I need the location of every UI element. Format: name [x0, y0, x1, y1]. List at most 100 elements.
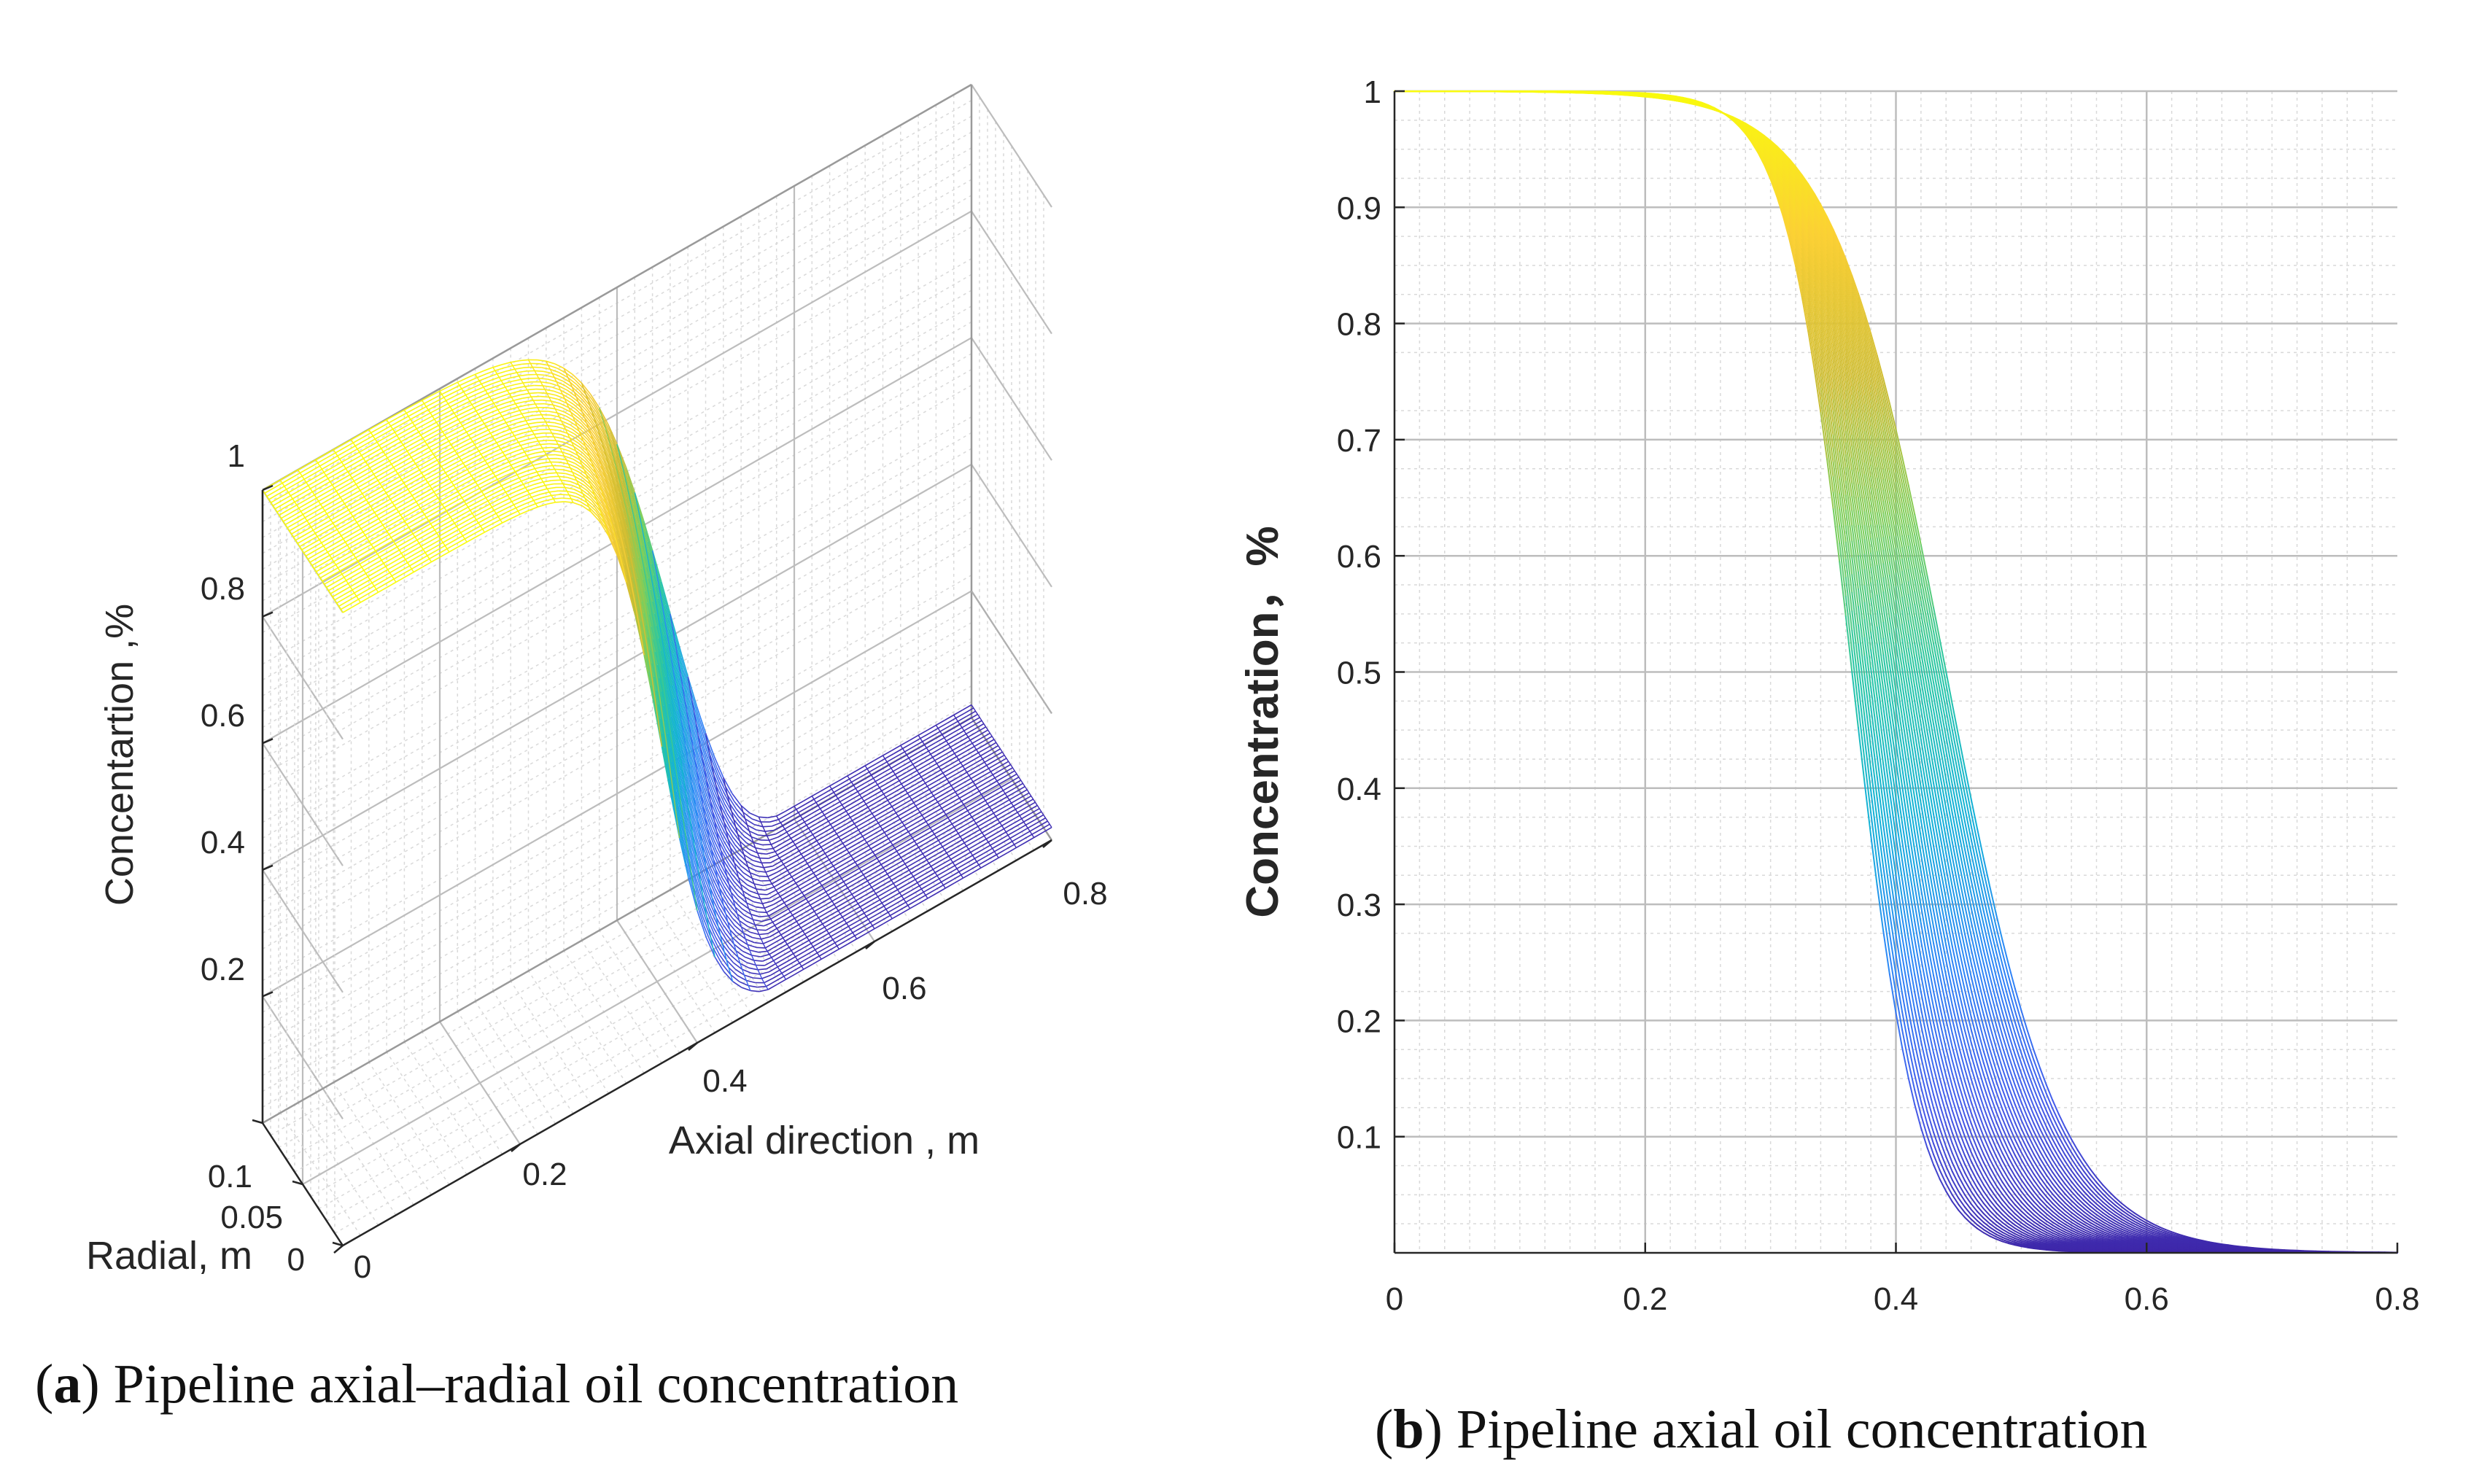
chart-a-surface-axial-line [385, 561, 395, 567]
chart-a-surface-axial-line [523, 430, 532, 434]
chart-a-surface-axial-line [294, 496, 304, 502]
chart-a-surface-axial-line [402, 568, 412, 575]
chart-a-surface-axial-line [335, 577, 345, 583]
chart-a-surface-axial-line [322, 519, 332, 526]
chart-a-surface-axial-line [842, 799, 852, 806]
chart-b-curve-segment [1876, 862, 1885, 912]
chart-a-surface-axial-line [961, 796, 971, 802]
chart-a-surface-axial-line [686, 844, 697, 879]
chart-b-curve-segment [2008, 1237, 2016, 1241]
chart-a-surface-axial-line [842, 855, 852, 862]
chart-b-curve-segment [1788, 217, 1796, 241]
chart-a-surface-axial-line [461, 510, 471, 516]
chart-a-surface-axial-line [938, 778, 947, 785]
chart-a-surface-axial-line [925, 834, 935, 840]
chart-a-surface-axial-line [545, 374, 555, 378]
chart-a-surface-axial-line [874, 867, 884, 874]
chart-a-surface-axial-line [841, 817, 851, 823]
chart-a-surface-axial-line [309, 556, 319, 563]
chart-b-curve-segment [1945, 1190, 1953, 1203]
chart-a-surface-axial-line [788, 959, 798, 966]
chart-a-surface-axial-line [508, 457, 519, 463]
chart-a-surface-axial-line [899, 849, 908, 855]
chart-a-surface-axial-line [713, 756, 724, 778]
chart-a-surface-axial-line [585, 434, 596, 446]
chart-b-curve-segment [1926, 1146, 1935, 1166]
chart-a-surface-axial-line [834, 937, 845, 944]
chart-a-surface-axial-line [341, 512, 352, 519]
chart-a-surface-axial-line [834, 825, 844, 831]
chart-b-curve-segment [1982, 1225, 1991, 1232]
chart-a-surface-axial-line [413, 510, 423, 517]
chart-a-surface-axial-line [471, 525, 481, 532]
chart-a-surface-axial-line [904, 820, 914, 826]
chart-a-surface-axial-line [821, 897, 831, 904]
chart-b-curve-segment [1795, 248, 1803, 277]
chart-a-surface-axial-line [1017, 807, 1027, 813]
chart-a-surface-axial-line [338, 489, 348, 495]
chart-a-surface-axial-line [442, 537, 452, 543]
chart-a-surface-axial-line [466, 427, 476, 433]
chart-a-surface-axial-line [342, 551, 352, 557]
chart-a-surface-axial-line [500, 377, 511, 381]
chart-a-surface-axial-line [713, 774, 724, 796]
chart-a-surface-axial-line [443, 392, 454, 398]
chart-a-surface-axial-line [543, 480, 552, 483]
chart-a-surface-axial-line [351, 545, 361, 552]
chart-a-surface-axial-line [788, 829, 799, 836]
chart-a-surface-axial-line [900, 796, 910, 802]
chart-a-surface-axial-line [724, 886, 734, 901]
chart-a-surface-axial-line [844, 914, 854, 921]
chart-a-surface-axial-line [561, 465, 571, 469]
chart-b-curve-segment [2039, 1245, 2047, 1248]
chart-b-curve-segment [1769, 174, 1778, 192]
chart-a-surface-axial-line [560, 494, 570, 496]
chart-a-surface-axial-line [411, 545, 422, 552]
chart-a-surface-axial-line [970, 847, 980, 853]
chart-a-surface-axial-line [558, 385, 568, 391]
chart-b-curve-segment [1795, 243, 1803, 271]
chart-a-surface-axial-line [527, 388, 536, 391]
chart-a-surface-axial-line [643, 556, 654, 589]
chart-a-surface-axial-line [764, 847, 774, 850]
chart-a-surface-axial-line [699, 831, 710, 858]
chart-a-surface-axial-line [705, 780, 716, 804]
chart-a-surface-axial-line [972, 850, 982, 856]
chart-a-surface-axial-line [591, 489, 602, 502]
chart-a-surface-axial-line [440, 495, 449, 502]
chart-a-surface-axial-line [332, 535, 342, 542]
chart-a-surface-axial-line [413, 400, 423, 406]
chart-a-surface-axial-line [491, 465, 501, 471]
chart-a-surface-axial-line [815, 887, 824, 895]
chart-a-surface-axial-line [461, 384, 471, 389]
chart-a-surface-axial-line [681, 834, 692, 872]
chart-a-surface-axial-line [452, 514, 462, 521]
chart-a-surface-axial-line [474, 440, 484, 446]
chart-a-surface-axial-line [474, 386, 484, 392]
chart-a-surface-axial-line [966, 823, 977, 829]
chart-a-surface-axial-line [786, 826, 796, 833]
chart-a-surface-axial-line [981, 771, 991, 777]
chart-a-surface-axial-line [565, 486, 574, 490]
chart-a-surface-axial-line [419, 464, 429, 471]
chart-a-surface-axial-line [516, 435, 526, 440]
chart-a-surface-axial-line [765, 925, 775, 931]
chart-a-surface-axial-line [673, 714, 683, 750]
chart-a-surface-axial-line [365, 585, 375, 592]
chart-a-surface-axial-line [565, 428, 575, 435]
chart-a-surface-axial-line [581, 476, 591, 485]
chart-a-surface-axial-line [830, 931, 840, 937]
chart-a-surface-axial-line [389, 529, 398, 535]
chart-a-surface-axial-line [869, 804, 880, 811]
chart-a-surface-axial-line [610, 460, 621, 483]
chart-a-surface-axial-line [662, 622, 672, 658]
chart-a-surface-axial-line [937, 740, 947, 747]
chart-a-surface-axial-line [604, 438, 615, 459]
chart-a-surface-axial-line [337, 580, 346, 586]
chart-a-surface-axial-line [734, 863, 744, 874]
chart-a-surface-axial-line [849, 829, 859, 836]
chart-a-surface-axial-line [598, 419, 608, 436]
chart-a-surface-axial-line [935, 849, 945, 855]
chart-a-surface-axial-line [355, 552, 365, 559]
chart-a-surface-axial-line [920, 788, 930, 796]
